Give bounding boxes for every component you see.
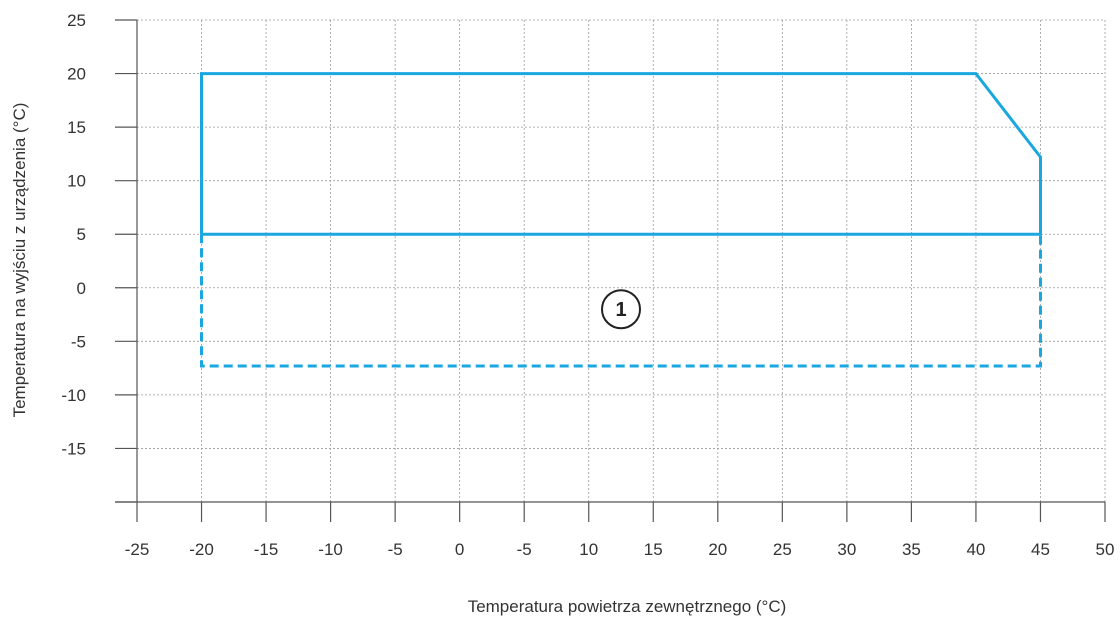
- series: [200, 72, 1042, 368]
- x-tick-label: 0: [455, 540, 464, 559]
- y-tick-label: 10: [67, 172, 86, 191]
- y-tick-labels: 25 20 15 10 5 0 -5 -10 -15: [61, 11, 86, 458]
- x-tick-label: -10: [318, 540, 343, 559]
- x-tick-label: 50: [1096, 540, 1115, 559]
- annotation-label: 1: [615, 299, 626, 321]
- y-tick-label: -5: [71, 332, 86, 351]
- x-tick-label: 40: [966, 540, 985, 559]
- x-tick-label: -5: [388, 540, 403, 559]
- x-tick-label: -5: [517, 540, 532, 559]
- x-axis-title: Temperatura powietrza zewnętrznego (°C): [468, 597, 787, 616]
- x-tick-label: -15: [254, 540, 279, 559]
- y-tick-label: 15: [67, 118, 86, 137]
- operating-range-line: [200, 72, 1042, 236]
- x-tick-label: 20: [708, 540, 727, 559]
- y-tick-label: 20: [67, 65, 86, 84]
- y-tick-label: 0: [77, 279, 86, 298]
- x-tick-labels: -25 -20 -15 -10 -5 0 -5 10 15 20 25 30 35 40 45 50: [125, 540, 1115, 559]
- y-tick-label: -10: [61, 386, 86, 405]
- x-tick-label: -20: [189, 540, 214, 559]
- x-tick-label: 35: [902, 540, 921, 559]
- annotation-circle: [601, 289, 641, 330]
- dashed-extension-line: [200, 234, 1042, 368]
- annotations: 1: [601, 289, 641, 330]
- gridlines: [137, 19, 1106, 502]
- x-tick-label: 15: [644, 540, 663, 559]
- x-tick-label: 45: [1031, 540, 1050, 559]
- y-tick-label: -15: [61, 439, 86, 458]
- x-tick-label: -25: [125, 540, 150, 559]
- axes: [115, 19, 1106, 522]
- x-tick-label: 30: [837, 540, 856, 559]
- x-tick-label: 10: [579, 540, 598, 559]
- y-tick-label: 25: [67, 11, 86, 30]
- y-axis-title: Temperatura na wyjściu z urządzenia (°C): [10, 103, 29, 418]
- y-tick-label: 5: [77, 225, 86, 244]
- x-tick-label: 25: [773, 540, 792, 559]
